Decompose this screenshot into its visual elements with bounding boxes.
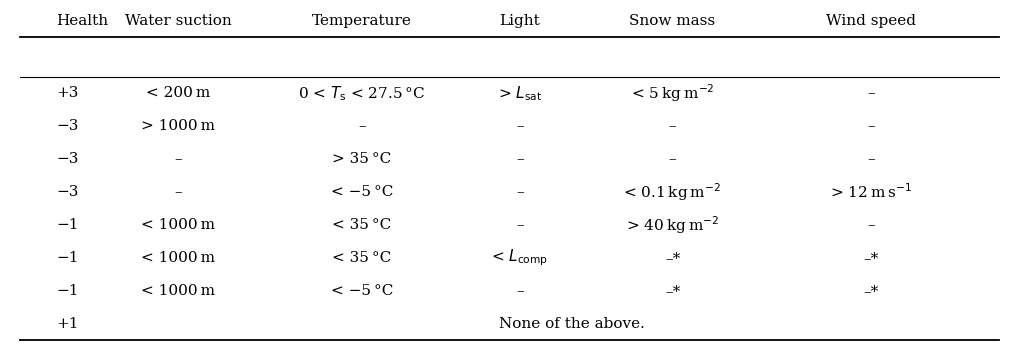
Text: > 12 m s$^{-1}$: > 12 m s$^{-1}$ — [830, 183, 912, 201]
Text: < 35 °C: < 35 °C — [332, 218, 391, 232]
Text: < 5 kg m$^{-2}$: < 5 kg m$^{-2}$ — [631, 82, 714, 104]
Text: −1: −1 — [56, 218, 78, 232]
Text: –: – — [867, 86, 875, 100]
Text: –: – — [516, 284, 524, 298]
Text: –: – — [867, 119, 875, 133]
Text: < $L_\mathrm{comp}$: < $L_\mathrm{comp}$ — [491, 248, 548, 268]
Text: −3: −3 — [56, 152, 78, 166]
Text: < 0.1 kg m$^{-2}$: < 0.1 kg m$^{-2}$ — [624, 181, 721, 203]
Text: –: – — [174, 185, 182, 199]
Text: –: – — [867, 218, 875, 232]
Text: Snow mass: Snow mass — [630, 14, 715, 28]
Text: –*: –* — [665, 284, 680, 298]
Text: –: – — [516, 119, 524, 133]
Text: –*: –* — [665, 251, 680, 265]
Text: Temperature: Temperature — [312, 14, 412, 28]
Text: –: – — [516, 218, 524, 232]
Text: Water suction: Water suction — [125, 14, 231, 28]
Text: > $L_\mathrm{sat}$: > $L_\mathrm{sat}$ — [497, 84, 542, 103]
Text: > 35 °C: > 35 °C — [332, 152, 391, 166]
Text: < 1000 m: < 1000 m — [142, 218, 215, 232]
Text: –: – — [516, 152, 524, 166]
Text: < 200 m: < 200 m — [146, 86, 211, 100]
Text: Wind speed: Wind speed — [826, 14, 916, 28]
Text: −3: −3 — [56, 119, 78, 133]
Text: –: – — [516, 185, 524, 199]
Text: –: – — [867, 152, 875, 166]
Text: > 1000 m: > 1000 m — [142, 119, 215, 133]
Text: +3: +3 — [56, 86, 78, 100]
Text: < 35 °C: < 35 °C — [332, 251, 391, 265]
Text: Health: Health — [56, 14, 108, 28]
Text: Light: Light — [499, 14, 540, 28]
Text: < 1000 m: < 1000 m — [142, 251, 215, 265]
Text: −1: −1 — [56, 251, 78, 265]
Text: < −5 °C: < −5 °C — [330, 185, 393, 199]
Text: 0 < $T_\mathrm{s}$ < 27.5 °C: 0 < $T_\mathrm{s}$ < 27.5 °C — [299, 84, 425, 103]
Text: −3: −3 — [56, 185, 78, 199]
Text: –: – — [668, 119, 677, 133]
Text: < −5 °C: < −5 °C — [330, 284, 393, 298]
Text: –*: –* — [864, 284, 878, 298]
Text: –: – — [174, 152, 182, 166]
Text: +1: +1 — [56, 317, 78, 331]
Text: > 40 kg m$^{-2}$: > 40 kg m$^{-2}$ — [626, 214, 719, 236]
Text: None of the above.: None of the above. — [499, 317, 645, 331]
Text: –*: –* — [864, 251, 878, 265]
Text: –: – — [358, 119, 366, 133]
Text: < 1000 m: < 1000 m — [142, 284, 215, 298]
Text: −1: −1 — [56, 284, 78, 298]
Text: –: – — [668, 152, 677, 166]
